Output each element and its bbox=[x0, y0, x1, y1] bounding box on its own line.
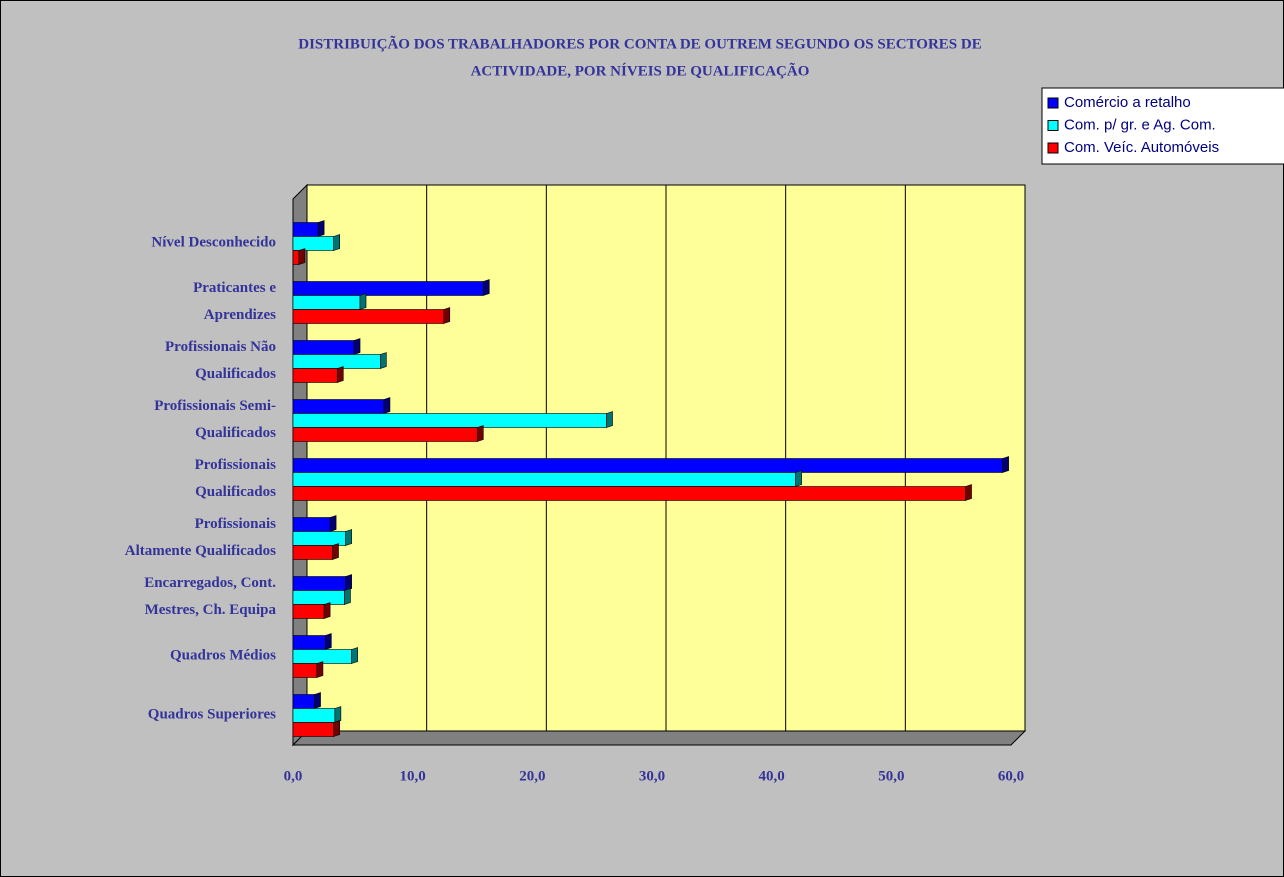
bar-side bbox=[345, 529, 352, 546]
bar-side bbox=[329, 515, 337, 532]
y-tick-label: Quadros Médios bbox=[170, 648, 276, 664]
bar bbox=[292, 635, 326, 650]
bar-side bbox=[333, 720, 340, 737]
bar bbox=[292, 236, 334, 251]
y-tick-label: Profissionais Qualificados bbox=[195, 457, 277, 500]
bar-side bbox=[482, 279, 490, 296]
x-tick-label: 30,0 bbox=[639, 768, 665, 784]
y-tick-label: Profissionais Semi-Qualificados bbox=[154, 398, 276, 441]
bar bbox=[292, 472, 796, 487]
x-tick-label: 50,0 bbox=[878, 768, 904, 784]
chart-title: DISTRIBUIÇÃO DOS TRABALHADORES POR CONTA… bbox=[298, 34, 981, 52]
bar bbox=[292, 590, 345, 605]
bar-side bbox=[383, 397, 391, 414]
bar bbox=[292, 545, 333, 560]
bar bbox=[292, 576, 346, 591]
bar-side bbox=[316, 661, 324, 678]
bar bbox=[292, 722, 334, 737]
bar bbox=[292, 281, 484, 296]
bar-side bbox=[345, 574, 352, 591]
x-tick-label: 10,0 bbox=[400, 768, 426, 784]
bar-side bbox=[1002, 456, 1009, 473]
x-tick-label: 20,0 bbox=[519, 768, 545, 784]
legend-swatch bbox=[1047, 120, 1059, 131]
bar-side bbox=[323, 602, 331, 619]
bar-side bbox=[353, 338, 361, 355]
bar-side bbox=[606, 411, 613, 428]
legend-swatch bbox=[1047, 142, 1059, 154]
x-tick-label: 60,0 bbox=[998, 768, 1024, 784]
bar bbox=[292, 663, 318, 678]
x-tick-label: 0,0 bbox=[284, 768, 303, 784]
bar bbox=[292, 399, 385, 414]
bar-side bbox=[333, 234, 340, 251]
bar-side bbox=[325, 633, 332, 650]
bar bbox=[292, 694, 315, 709]
bar bbox=[292, 368, 338, 383]
bar-side bbox=[314, 692, 321, 709]
bar bbox=[292, 604, 325, 619]
legend-swatch bbox=[1047, 97, 1059, 109]
bar-side bbox=[795, 470, 802, 487]
bar bbox=[292, 309, 445, 324]
y-tick-label: Praticantes e Aprendizes bbox=[193, 280, 276, 323]
bar bbox=[292, 222, 319, 237]
y-tick-label: Quadros Superiores bbox=[148, 707, 276, 723]
bar bbox=[292, 531, 346, 546]
bar-side bbox=[965, 484, 972, 501]
bar-side bbox=[332, 543, 339, 560]
y-tick-label: Profissionais Altamente Qualificados bbox=[125, 516, 276, 559]
legend-label: Com. p/ gr. e Ag. Com. bbox=[1064, 116, 1216, 133]
bar bbox=[292, 295, 361, 310]
plot-floor bbox=[291, 730, 1027, 746]
bar-side bbox=[359, 293, 367, 310]
bar bbox=[292, 517, 331, 532]
y-tick-label: Encarregados, Cont. Mestres, Ch. Equipa bbox=[144, 575, 276, 618]
bar bbox=[292, 413, 607, 428]
bar bbox=[292, 486, 966, 501]
bar bbox=[292, 427, 478, 442]
legend bbox=[1041, 87, 1284, 165]
bar-side bbox=[344, 588, 351, 605]
bar-side bbox=[476, 425, 484, 442]
bar bbox=[292, 250, 300, 265]
chart-title: ACTIVIDADE, POR NÍVEIS DE QUALIFICAÇÃO bbox=[471, 61, 810, 79]
bar-side bbox=[336, 366, 344, 383]
bar-side bbox=[334, 706, 342, 723]
bar bbox=[292, 458, 1003, 473]
y-tick-label: Profissionais Não Qualificados bbox=[165, 339, 276, 382]
bar bbox=[292, 340, 355, 355]
bar bbox=[292, 708, 336, 723]
bar bbox=[292, 354, 381, 369]
bar-side bbox=[351, 647, 358, 664]
y-tick-label: Nível Desconhecido bbox=[151, 235, 276, 251]
x-tick-label: 40,0 bbox=[759, 768, 785, 784]
bar-side bbox=[317, 220, 325, 237]
legend-label: Comércio a retalho bbox=[1064, 94, 1191, 111]
bar-side bbox=[298, 248, 306, 265]
bar-side bbox=[443, 307, 451, 324]
legend-label: Com. Veíc. Automóveis bbox=[1064, 139, 1219, 156]
bar-side bbox=[380, 352, 387, 369]
